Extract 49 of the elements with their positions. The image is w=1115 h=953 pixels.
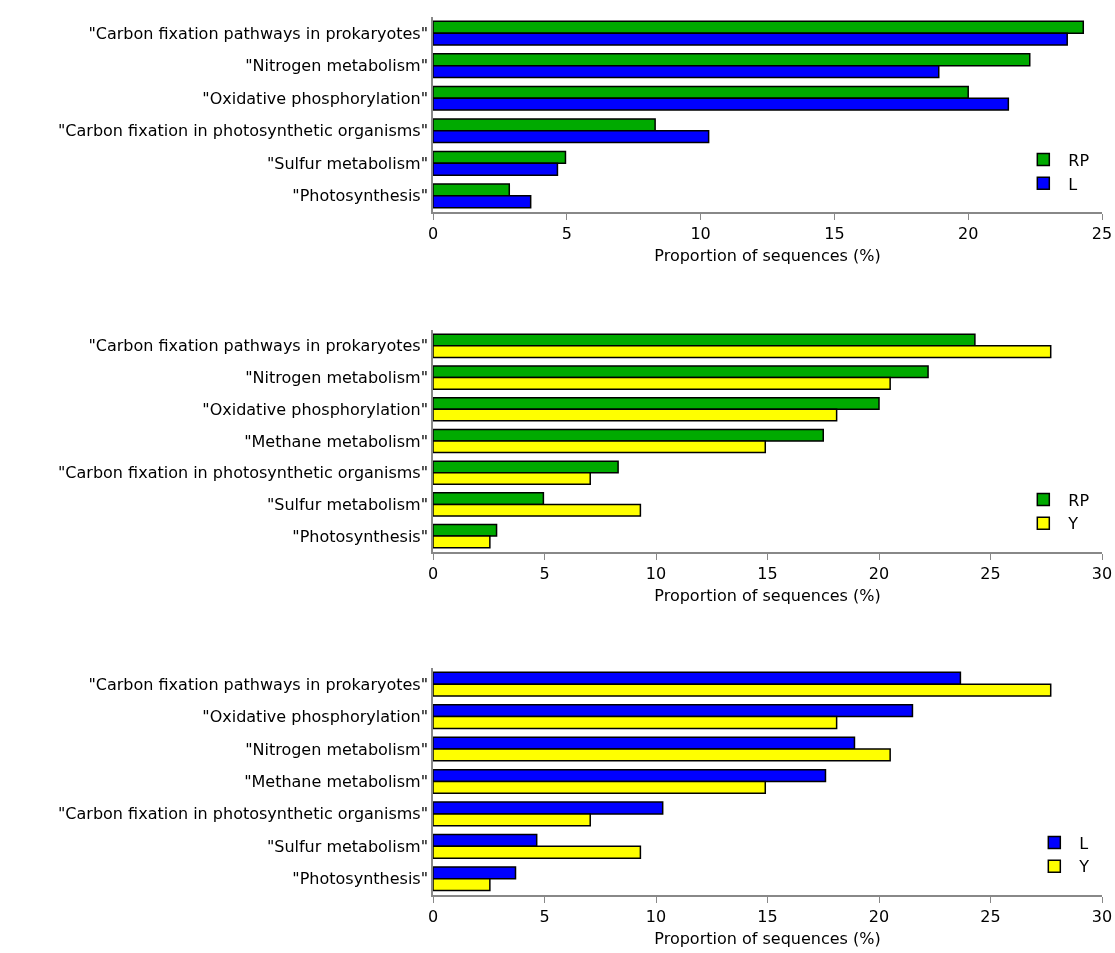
legend-label: Y [1067,514,1079,534]
y-tick-label: "Carbon fixation in photosynthetic organisms" [58,804,429,824]
x-tick-label: 20 [958,223,979,243]
x-tick-label: 5 [539,563,550,583]
x-tick-label: 5 [561,223,572,243]
y-tick-label: "Carbon fixation pathways in prokaryotes" [88,23,429,43]
y-tick-label: "Photosynthesis" [292,186,429,206]
y-tick-label: "Photosynthesis" [292,526,429,546]
legend-label: RP [1068,150,1090,170]
x-tick-label: 0 [427,906,439,926]
x-axis-title: Proportion of sequences (%) [654,929,881,949]
y-tick-label: "Sulfur metabolism" [266,836,429,856]
x-tick-label: 15 [824,223,845,243]
y-tick-label: "Methane metabolism" [244,772,429,792]
legend-label: L [1068,174,1078,194]
y-tick-label: "Nitrogen metabolism" [245,739,429,759]
x-tick-label: 30 [1091,563,1113,583]
x-tick-label: 20 [868,563,890,583]
y-tick-label: "Oxidative phosphorylation" [202,88,429,108]
legend-label: RP [1068,490,1090,510]
y-tick-label: "Nitrogen metabolism" [245,368,429,388]
y-tick-label: "Sulfur metabolism" [266,495,429,515]
x-tick-label: 0 [427,223,439,243]
y-tick-label: "Nitrogen metabolism" [245,56,429,76]
y-tick-label: "Carbon fixation in photosynthetic organisms" [58,463,429,483]
x-tick-label: 30 [1091,906,1113,926]
y-tick-label: "Photosynthesis" [292,869,429,889]
y-tick-label: "Oxidative phosphorylation" [202,707,429,727]
legend-label: L [1079,833,1089,853]
x-tick-label: 10 [690,223,711,243]
x-tick-label: 25 [1091,223,1113,243]
legend-label: Y [1078,857,1090,877]
x-axis-title: Proportion of sequences (%) [654,586,881,606]
y-tick-label: "Carbon fixation in photosynthetic organisms" [58,121,429,141]
y-tick-label: "Carbon fixation pathways in prokaryotes" [88,336,429,356]
x-tick-label: 10 [645,906,667,926]
x-tick-label: 15 [757,906,778,926]
x-tick-label: 25 [980,563,1001,583]
x-tick-label: 5 [539,906,550,926]
y-tick-label: "Oxidative phosphorylation" [202,399,429,419]
x-tick-label: 10 [645,563,667,583]
x-tick-label: 20 [868,906,890,926]
y-tick-label: "Carbon fixation pathways in prokaryotes" [88,674,429,694]
x-tick-label: 0 [427,563,439,583]
y-tick-label: "Sulfur metabolism" [266,153,429,173]
x-tick-label: 15 [757,563,778,583]
y-tick-label: "Methane metabolism" [244,431,429,451]
x-axis-title: Proportion of sequences (%) [654,246,881,266]
x-tick-label: 25 [980,906,1001,926]
